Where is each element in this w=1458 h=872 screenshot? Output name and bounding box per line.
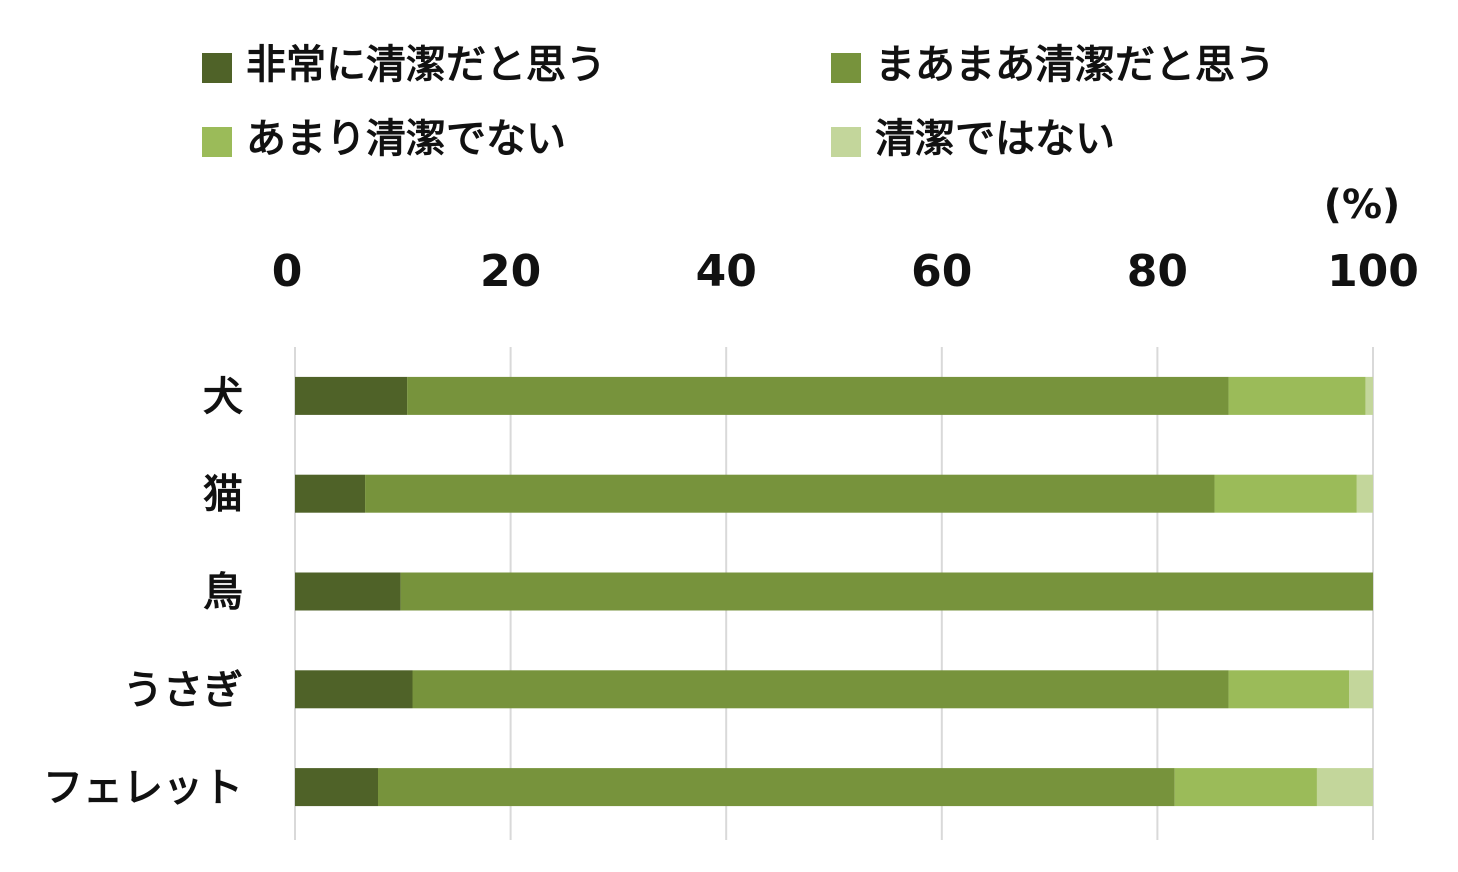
category-label: 鳥 [203, 570, 243, 616]
legend-swatch [202, 127, 232, 157]
bar-segment [1174, 768, 1317, 807]
legend-label: あまり清潔でない [246, 116, 566, 162]
x-tick-label: 0 [272, 246, 303, 297]
bar-segment [407, 376, 1229, 415]
legend-label: まあまあ清潔だと思う [875, 42, 1275, 88]
bar-segment [295, 768, 379, 807]
x-tick-label: 80 [1127, 246, 1188, 297]
x-tick-label: 60 [911, 246, 972, 297]
category-label: うさぎ [123, 667, 243, 713]
bar-segment [1316, 768, 1373, 807]
legend-swatch [831, 53, 861, 83]
category-label: 犬 [203, 374, 243, 420]
bar-segment [295, 474, 366, 513]
bar-segment [412, 670, 1229, 709]
x-axis-ticks: 0 20 40 60 80 100 [272, 246, 1419, 297]
bar-segment [295, 572, 401, 611]
bar-segment [378, 768, 1175, 807]
legend-swatch [831, 127, 861, 157]
x-tick-label: 100 [1327, 246, 1419, 297]
bar-segment [1228, 376, 1366, 415]
bar-segment [1228, 670, 1350, 709]
bar-segment [295, 376, 408, 415]
category-label: 猫 [203, 472, 243, 518]
x-tick-label: 20 [480, 246, 541, 297]
legend-swatch [202, 53, 232, 83]
bar-segment [1214, 474, 1357, 513]
legend-label: 清潔ではない [875, 116, 1115, 162]
unit-label: (%) [1324, 182, 1401, 228]
bar-segment [1356, 474, 1373, 513]
x-tick-label: 40 [696, 246, 757, 297]
bars [295, 376, 1373, 807]
bar-segment [1349, 670, 1373, 709]
bar-segment [400, 572, 1373, 611]
category-label: フェレット [43, 765, 243, 811]
bar-segment [365, 474, 1215, 513]
legend-label: 非常に清潔だと思う [246, 42, 606, 88]
bar-segment [295, 670, 413, 709]
bar-segment [1365, 376, 1373, 415]
